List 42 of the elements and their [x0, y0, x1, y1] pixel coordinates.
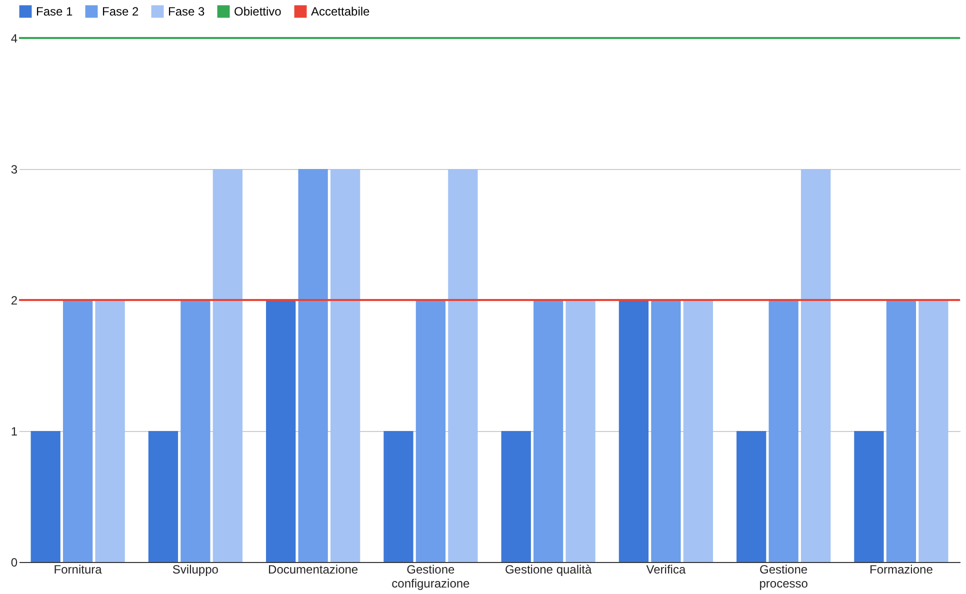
y-tick-label: 4: [10, 32, 18, 46]
x-tick-label: Sviluppo: [172, 562, 219, 576]
bar: [62, 300, 93, 562]
legend-label: Fase 1: [36, 4, 74, 19]
bar: [768, 300, 798, 562]
bar: [651, 300, 681, 562]
bar: [180, 300, 210, 562]
bar: [416, 300, 446, 562]
bar: [854, 431, 884, 562]
bar: [212, 169, 242, 562]
bar: [95, 300, 125, 562]
bar: [618, 300, 649, 562]
bar: [148, 431, 178, 562]
bar: [683, 300, 713, 562]
bar: [384, 431, 414, 562]
x-tick-label: Verifica: [646, 562, 686, 576]
bar: [266, 300, 296, 562]
bar: [501, 431, 531, 562]
bar: [736, 431, 766, 562]
y-tick-label: 0: [10, 556, 18, 570]
legend-label: Fase 2: [102, 4, 140, 19]
bar: [533, 300, 564, 562]
bar: [800, 169, 831, 562]
legend-label: Fase 3: [168, 4, 206, 19]
legend-label: Accettabile: [311, 4, 370, 19]
bar: [30, 431, 60, 562]
y-tick-label: 3: [10, 162, 18, 176]
bar: [886, 300, 916, 562]
bar: [330, 169, 360, 562]
x-tick-label: Formazione: [870, 562, 934, 576]
bar: [298, 169, 328, 562]
x-tick-label: Gestione processo: [759, 562, 808, 590]
bar: [918, 300, 948, 562]
x-tick-label: Gestione qualità: [504, 562, 592, 576]
x-tick-label: Documentazione: [268, 562, 358, 576]
x-tick-label: Gestione configurazione: [392, 562, 470, 590]
x-tick-label: Fornitura: [54, 562, 102, 576]
legend-label: Obiettivo: [234, 4, 282, 19]
y-tick-label: 1: [10, 424, 18, 438]
bar: [448, 169, 478, 562]
bar: [566, 300, 596, 562]
y-tick-label: 2: [10, 294, 18, 308]
